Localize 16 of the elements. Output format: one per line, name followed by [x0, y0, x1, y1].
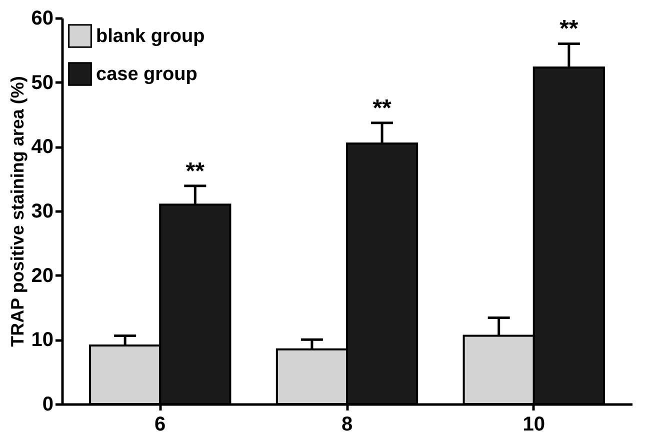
y-tick-label: 20	[31, 264, 54, 287]
legend-label: blank group	[96, 26, 205, 47]
y-axis-title: TRAP positive staining area (%)	[7, 76, 28, 347]
y-tick-label: 40	[31, 136, 54, 158]
annotation: **	[372, 94, 392, 122]
x-tick-label: 6	[154, 414, 166, 436]
x-tick-label: 8	[341, 414, 353, 436]
y-tick-label: 10	[31, 329, 54, 352]
annotation: **	[560, 16, 579, 43]
y-tick-label: 50	[31, 72, 54, 94]
legend-label: case group	[96, 64, 198, 85]
x-tick-label: 10	[522, 414, 546, 436]
y-tick-label: 0	[42, 394, 54, 416]
annotation: **	[186, 158, 206, 185]
y-tick-label: 30	[31, 200, 54, 222]
y-tick-label: 60	[31, 8, 54, 30]
